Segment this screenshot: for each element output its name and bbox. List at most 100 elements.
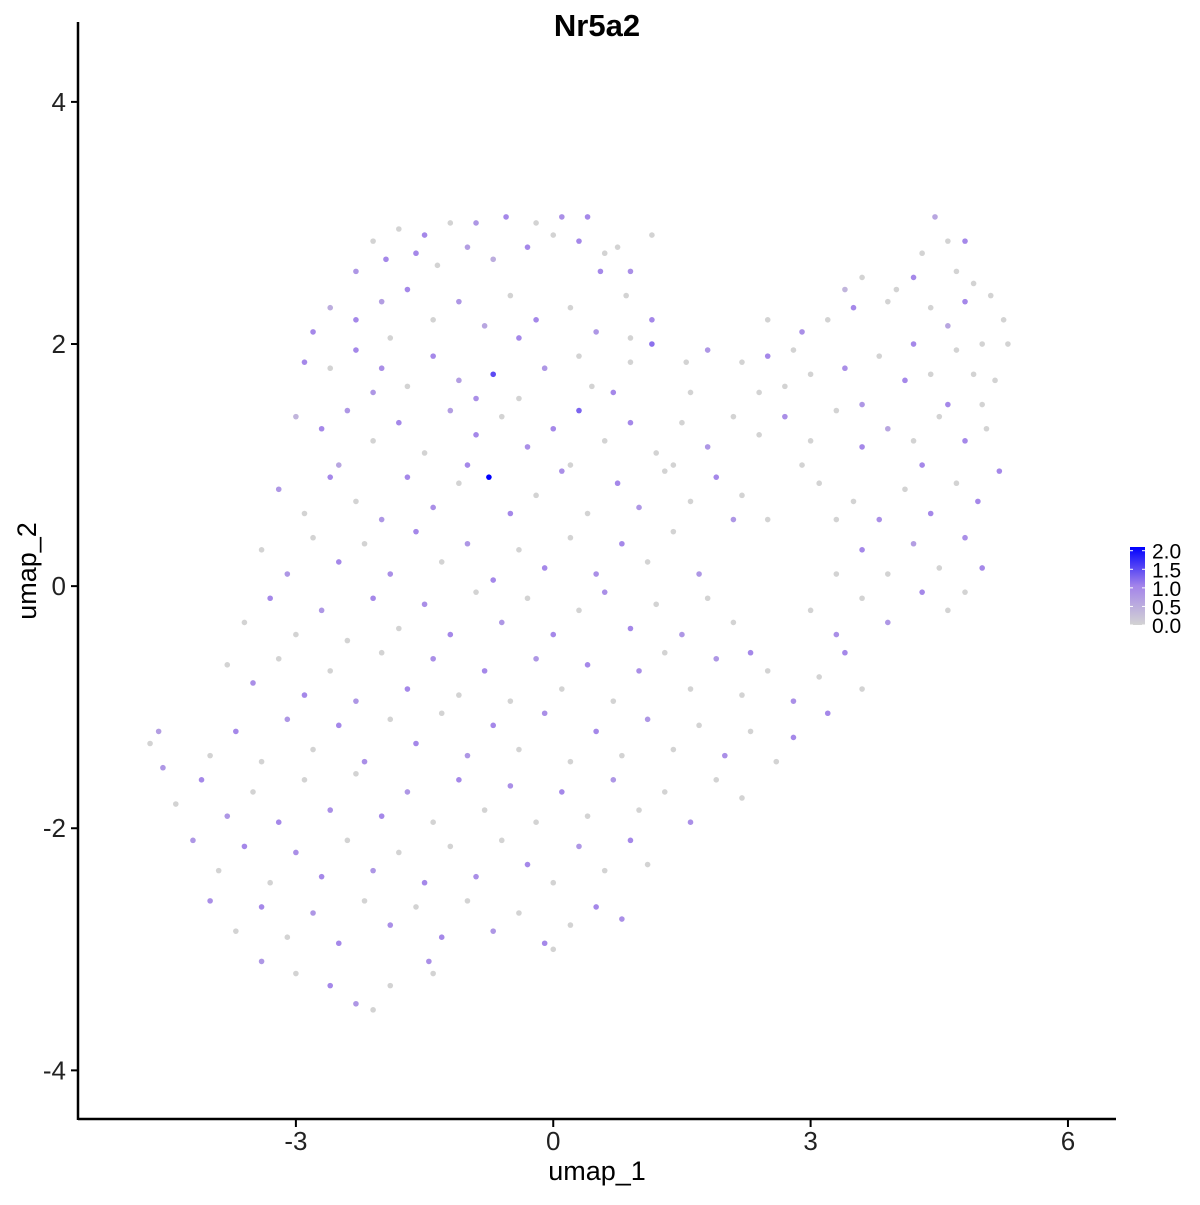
data-point xyxy=(567,462,574,468)
data-point xyxy=(576,353,582,359)
data-point xyxy=(597,268,604,275)
data-point xyxy=(584,813,591,819)
data-point xyxy=(644,861,651,868)
data-point xyxy=(533,492,539,499)
data-point xyxy=(503,214,509,220)
data-point xyxy=(241,843,248,850)
data-point xyxy=(885,571,891,577)
data-point xyxy=(550,232,557,238)
data-point xyxy=(396,625,402,632)
data-point xyxy=(250,789,256,795)
data-point xyxy=(661,789,668,795)
data-point xyxy=(859,686,865,692)
data-point xyxy=(782,383,788,390)
data-point xyxy=(233,728,239,735)
data-point xyxy=(421,450,428,456)
data-point xyxy=(293,970,299,977)
data-point xyxy=(713,777,720,783)
data-point xyxy=(490,577,497,583)
data-point xyxy=(975,498,981,505)
data-point xyxy=(507,783,514,789)
data-point xyxy=(584,214,591,220)
data-point xyxy=(953,480,960,487)
data-point xyxy=(147,740,153,747)
data-point xyxy=(790,734,797,741)
data-point xyxy=(370,238,376,244)
data-point xyxy=(833,571,840,577)
data-point xyxy=(833,516,840,523)
data-point xyxy=(713,474,720,480)
data-point xyxy=(687,389,694,396)
data-point xyxy=(275,819,282,825)
data-point xyxy=(756,389,762,396)
data-point xyxy=(704,444,711,450)
data-point xyxy=(438,559,445,565)
data-point xyxy=(550,946,557,953)
data-point xyxy=(327,365,334,372)
data-point xyxy=(533,220,539,226)
data-point xyxy=(413,904,419,910)
data-point xyxy=(764,668,771,674)
data-point xyxy=(550,425,557,432)
data-point xyxy=(610,389,617,396)
data-point xyxy=(335,559,342,565)
data-point xyxy=(318,607,325,614)
data-point xyxy=(619,752,625,759)
data-point xyxy=(310,910,316,916)
data-point xyxy=(704,595,711,602)
data-point xyxy=(293,413,299,420)
data-point xyxy=(516,335,522,341)
data-point xyxy=(584,662,591,668)
data-point xyxy=(850,498,857,505)
colorbar-legend: 0.00.51.01.52.0 xyxy=(1130,541,1181,638)
data-point xyxy=(387,716,394,723)
data-point xyxy=(790,698,797,704)
data-point xyxy=(353,347,359,353)
data-point xyxy=(473,432,479,438)
data-point xyxy=(764,516,771,523)
data-point xyxy=(636,807,642,813)
data-point xyxy=(593,904,599,910)
data-point xyxy=(910,274,917,281)
x-tick-label: 0 xyxy=(546,1126,560,1156)
data-point xyxy=(258,958,265,965)
data-point xyxy=(378,298,385,305)
data-point xyxy=(979,401,985,408)
data-point xyxy=(207,898,213,904)
data-point xyxy=(945,323,951,329)
data-point xyxy=(310,534,316,541)
data-point xyxy=(430,970,436,977)
data-point xyxy=(498,413,505,420)
data-point xyxy=(679,419,685,426)
data-point xyxy=(353,317,359,323)
data-point xyxy=(601,867,608,874)
data-point xyxy=(293,631,299,638)
y-axis-ticks: -4 -2 0 2 4 xyxy=(43,87,78,1085)
data-point xyxy=(953,268,960,275)
data-point xyxy=(842,649,848,656)
data-point xyxy=(833,631,840,638)
data-point xyxy=(919,589,925,595)
data-point xyxy=(910,540,917,547)
data-point xyxy=(756,432,762,438)
data-point xyxy=(327,668,334,674)
data-point xyxy=(310,329,316,335)
data-point xyxy=(335,940,342,947)
y-tick-label: 0 xyxy=(52,571,66,601)
data-point xyxy=(387,922,394,928)
data-point xyxy=(627,268,634,275)
data-point xyxy=(430,353,436,359)
data-point xyxy=(267,595,273,602)
data-point xyxy=(962,438,968,444)
y-tick-label: 2 xyxy=(52,329,66,359)
data-point xyxy=(593,571,599,577)
data-point xyxy=(962,534,968,541)
data-point xyxy=(370,438,376,444)
data-point xyxy=(318,873,325,880)
data-point xyxy=(258,547,265,553)
data-point xyxy=(584,510,591,517)
data-point xyxy=(473,873,479,880)
data-point xyxy=(627,359,634,365)
data-point xyxy=(614,480,621,487)
